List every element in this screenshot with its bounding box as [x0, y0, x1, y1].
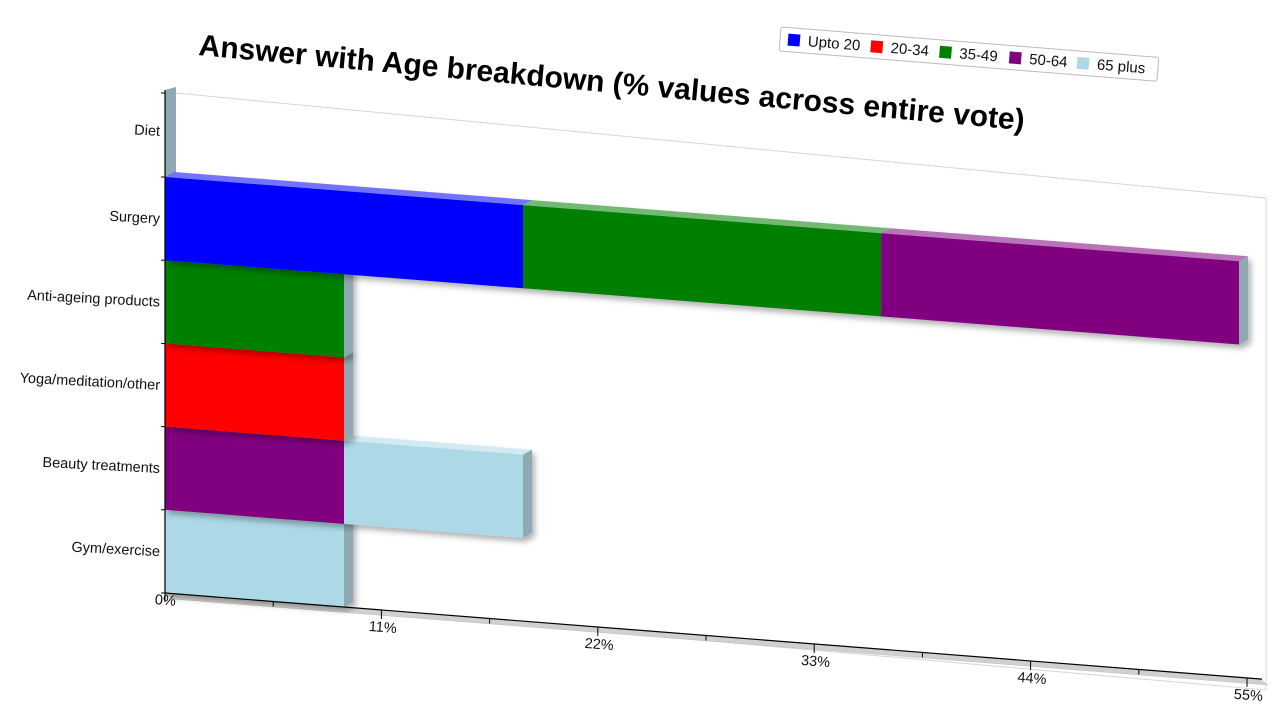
x-tick-label: 22%	[584, 636, 614, 654]
y-tick-label: Gym/exercise	[71, 540, 160, 561]
bar-segment	[881, 233, 1240, 345]
legend-swatch	[1008, 51, 1022, 65]
axes-layer: Diet Surgery Anti-ageing products Yoga/medi…	[19, 90, 1264, 705]
bar-segment	[523, 205, 882, 317]
bar-segment-top	[523, 200, 891, 234]
bar-end-cap	[523, 449, 532, 538]
bar-segment	[165, 426, 344, 524]
x-tick-label: 0%	[154, 592, 176, 610]
legend-swatch	[870, 40, 884, 54]
bars-layer	[165, 172, 1249, 608]
legend-box-group: Upto 20 20-34 35-49 50-64 65 plus	[778, 26, 1160, 82]
y-tick-label: Anti-ageing products	[27, 288, 161, 311]
legend-label: 65 plus	[1096, 56, 1146, 77]
bar-end-cap	[344, 352, 353, 441]
x-tick-label: 11%	[368, 619, 397, 637]
legend-label: 20-34	[890, 40, 930, 60]
legend-label: 50-64	[1029, 51, 1069, 71]
bar-segment	[165, 177, 523, 289]
bar-end-cap	[344, 518, 353, 608]
bar-segment-top	[165, 172, 532, 206]
x-tick-label: 33%	[800, 653, 830, 671]
y-tick-label: Beauty treatments	[42, 455, 160, 477]
y-tick-label: Yoga/meditation/other	[19, 370, 160, 393]
bar-segment	[165, 509, 344, 608]
legend-label: Upto 20	[807, 33, 861, 54]
legend-swatch	[787, 33, 801, 47]
bar-group	[165, 172, 1249, 345]
y-tick-label: Surgery	[109, 209, 161, 228]
legend: Upto 20 20-34 35-49 50-64 65 plus	[778, 26, 1160, 82]
legend-swatch	[1076, 56, 1090, 70]
legend-swatch	[939, 45, 952, 59]
x-tick-label: 55%	[1233, 687, 1263, 705]
bar-segment-top	[344, 435, 532, 455]
x-tick-label: 44%	[1017, 670, 1047, 688]
bar-segment	[165, 343, 344, 441]
x-axis-line	[164, 592, 1263, 680]
bar-segment	[165, 260, 344, 358]
bar-segment-top	[881, 228, 1249, 262]
bar-end-cap	[344, 269, 353, 358]
legend-label: 35-49	[959, 45, 999, 65]
bar-segment	[344, 440, 523, 538]
bar-end-cap	[1239, 256, 1249, 345]
y-tick-label: Diet	[134, 122, 161, 139]
